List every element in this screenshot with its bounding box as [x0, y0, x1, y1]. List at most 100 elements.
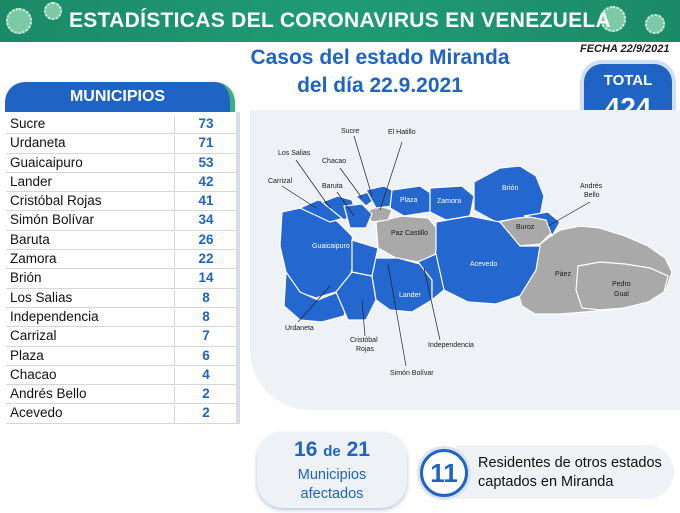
date-label: FECHA 22/9/2021: [580, 43, 670, 55]
table-row: Lander 42: [6, 173, 237, 193]
label-pedro-gual-1: Pedro: [612, 281, 631, 288]
municipios-afectados-card: 16 de 21 Municipios afectados: [257, 432, 407, 508]
municipio-cases: 22: [174, 251, 237, 270]
municipio-cases: 8: [174, 289, 237, 308]
residentes-text: Residentes de otros estados captados en …: [478, 454, 668, 492]
region-pedro-gual: [575, 261, 669, 311]
region-baruta: [343, 203, 373, 229]
municipio-cases: 41: [174, 193, 237, 212]
municipio-cases: 34: [174, 212, 237, 231]
label-andres-bello-1: Andrés: [580, 183, 603, 190]
label-brion: Brión: [502, 185, 518, 192]
table-row: Carrizal 7: [6, 327, 236, 347]
label-independencia: Independencia: [428, 342, 474, 349]
label-cristobal-rojas-2: Rojas: [356, 346, 374, 353]
municipio-name: Andrés Bello: [10, 386, 87, 402]
leader-line: [353, 135, 373, 197]
table-row: Baruta 26: [6, 231, 237, 251]
municipio-name: Plaza: [10, 347, 44, 363]
municipio-name: Guaicaipuro: [10, 154, 83, 170]
municipio-name: Independencia: [10, 308, 99, 324]
residentes-card: [456, 445, 674, 499]
label-andres-bello-2: Bello: [584, 192, 600, 199]
municipio-name: Sucre: [10, 116, 46, 131]
table-row: Independencia 8: [6, 308, 237, 328]
municipio-cases: 8: [174, 308, 237, 327]
leader-line: [336, 191, 355, 217]
afectados-total: 21: [346, 438, 370, 461]
municipios-table: Sucre 73 Urdaneta 71 Guaicaipuro 53 Lander 42 Cr…: [6, 115, 236, 424]
label-carrizal: Carrizal: [268, 178, 293, 185]
label-zamora: Zamora: [437, 198, 461, 205]
municipio-cases: 6: [174, 347, 237, 366]
region-simon-bolivar: [351, 239, 379, 277]
leader-line: [361, 299, 366, 337]
virus-icon: [645, 14, 665, 34]
label-los-salias: Los Salias: [278, 150, 311, 157]
municipio-name: Baruta: [10, 231, 50, 247]
table-row: Chacao 4: [6, 366, 236, 386]
label-cristobal-rojas-1: Cristóbal: [350, 337, 378, 344]
label-buroz: Buroz: [516, 224, 535, 231]
label-guaicaipuro: Guaicaipuro: [312, 243, 350, 250]
region-brion: [473, 165, 545, 223]
label-plaza: Plaza: [400, 197, 418, 204]
municipio-cases: 42: [174, 173, 237, 192]
table-row: Andrés Bello 2: [6, 385, 236, 405]
afectados-de: de: [323, 443, 341, 460]
municipio-name: Urdaneta: [10, 135, 66, 151]
afectados-count: 16 de 21: [257, 438, 407, 462]
table-row: Cristóbal Rojas 41: [6, 192, 237, 212]
municipio-cases: 53: [174, 154, 237, 173]
title-line-1: Casos del estado Miranda: [250, 46, 510, 69]
label-chacao: Chacao: [322, 158, 346, 165]
municipio-cases: 26: [174, 231, 237, 250]
leader-line: [281, 185, 317, 209]
municipio-cases: 2: [174, 405, 237, 424]
region-lander: [371, 257, 433, 313]
region-independencia: [417, 253, 445, 302]
label-paz-castillo: Paz Castillo: [391, 230, 428, 237]
municipio-name: Acevedo: [10, 405, 63, 421]
afectados-line-2: Municipios: [297, 467, 367, 483]
municipio-name: Los Salias: [10, 289, 73, 305]
table-row: Zamora 22: [6, 250, 237, 270]
virus-icon: [6, 8, 32, 34]
municipio-name: Zamora: [10, 251, 57, 267]
table-row: Urdaneta 71: [6, 134, 237, 154]
label-acevedo: Acevedo: [470, 261, 497, 268]
residentes-value: 11: [420, 449, 468, 497]
table-row: Simón Bolívar 34: [6, 211, 237, 231]
region-paz-castillo: [375, 215, 441, 263]
label-urdaneta: Urdaneta: [285, 325, 314, 332]
table-row: Guaicaipuro 53: [6, 154, 236, 173]
municipio-name: Lander: [10, 173, 53, 189]
table-row: Plaza 6: [6, 347, 236, 366]
afectados-label: Municipios afectados: [257, 466, 407, 504]
leader-line: [387, 263, 407, 367]
label-baruta: Baruta: [322, 183, 343, 190]
leader-line: [423, 267, 441, 341]
label-simon-bolivar: Simón Bolívar: [390, 370, 434, 377]
afectados-number: 16: [294, 438, 318, 461]
municipio-cases: 71: [174, 135, 237, 154]
title-line-2: del día 22.9.2021: [297, 74, 463, 97]
leader-line: [339, 167, 363, 199]
virus-icon: [44, 2, 62, 20]
label-pedro-gual-2: Gual: [614, 291, 629, 298]
header-banner: ESTADÍSTICAS DEL CORONAVIRUS EN VENEZUEL…: [0, 0, 680, 42]
table-row: Brión 14: [6, 269, 237, 289]
label-lander: Lander: [399, 292, 421, 299]
region-andres-bello: [523, 211, 561, 238]
residentes-line-2: captados en Miranda: [478, 474, 614, 490]
municipio-cases: 14: [174, 270, 237, 289]
table-shadow: [236, 112, 240, 424]
municipio-cases: 73: [174, 116, 237, 134]
leader-line: [379, 141, 403, 211]
label-paez: Páez: [555, 271, 571, 278]
virus-icon: [600, 6, 626, 32]
banner-title: ESTADÍSTICAS DEL CORONAVIRUS EN VENEZUEL…: [68, 9, 612, 32]
label-el-hatillo: El Hatillo: [388, 129, 416, 136]
municipio-name: Brión: [10, 270, 42, 286]
